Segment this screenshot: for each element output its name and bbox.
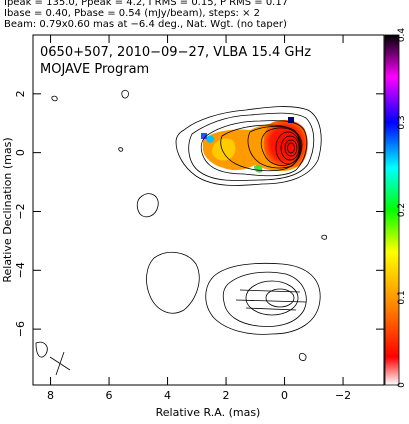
y-axis-label: Relative Declination (mas) <box>1 137 14 282</box>
x-tick-label: 8 <box>47 389 54 402</box>
x-tick-label: 0 <box>281 389 288 402</box>
y-tick-label: −2 <box>14 203 27 219</box>
colorbar-ticks: 0 0.1 0.2 0.3 0.4 <box>397 28 407 388</box>
x-tick-label: 6 <box>106 389 113 402</box>
intensity-contours <box>35 89 328 361</box>
plot-frame <box>32 34 385 386</box>
colorbar-tick-label: 0.1 <box>397 290 407 304</box>
y-axis-ticks: 2 0 −2 −4 −6 <box>14 90 384 337</box>
y-tick-label: 2 <box>14 90 27 97</box>
header-line-3: Beam: 0.79x0.60 mas at −6.4 deg., Nat. W… <box>4 19 287 30</box>
y-tick-label: −4 <box>14 262 27 278</box>
y-tick-label: −6 <box>14 321 27 337</box>
x-axis-label: Relative R.A. (mas) <box>156 406 261 419</box>
colorbar <box>384 34 400 386</box>
polarization-color-map <box>201 117 308 173</box>
colorbar-tick-label: 0 <box>397 382 407 388</box>
colorbar-tick-label: 0.2 <box>397 203 407 217</box>
x-tick-label: −2 <box>335 389 351 402</box>
plot-title: 0650+507, 2010−09−27, VLBA 15.4 GHz <box>40 45 311 60</box>
plot-subtitle: MOJAVE Program <box>40 62 149 77</box>
beam-marker <box>49 351 71 376</box>
x-tick-label: 4 <box>164 389 171 402</box>
colorbar-tick-label: 0.3 <box>397 115 407 129</box>
x-tick-label: 2 <box>223 389 230 402</box>
colorbar-tick-label: 0.4 <box>397 28 407 43</box>
x-axis-ticks: 8 6 4 2 0 −2 <box>47 35 351 402</box>
header-line-1: Ipeak = 135.0, Ppeak = 4.2, I RMS = 0.15… <box>4 0 289 8</box>
header-line-2: Ibase = 0.40, Pbase = 0.54 (mJy/beam), s… <box>4 8 261 19</box>
y-tick-label: 0 <box>14 149 27 156</box>
